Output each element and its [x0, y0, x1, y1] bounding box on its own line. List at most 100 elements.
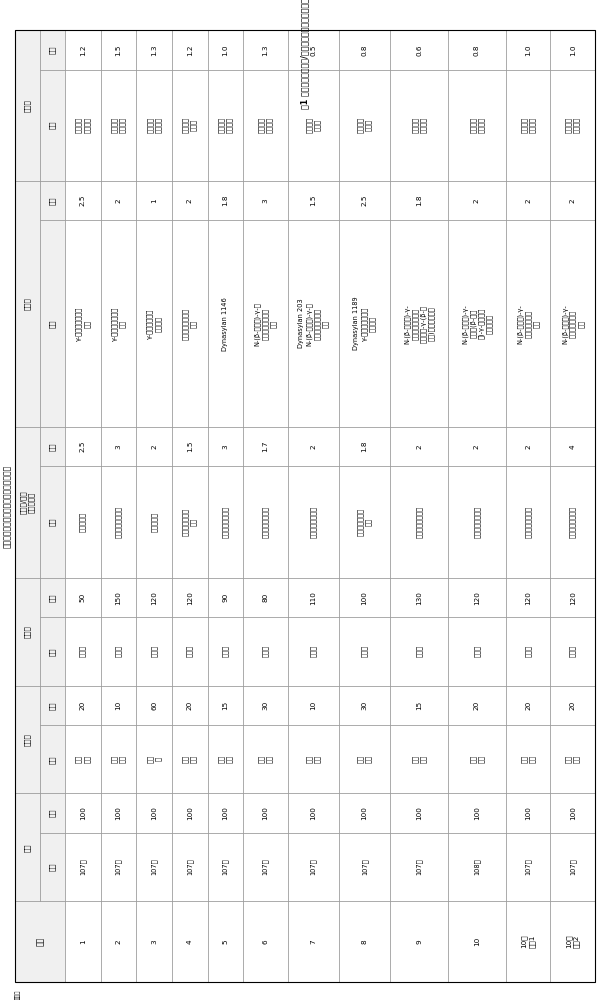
Text: 二丁基二
月桂酸锡: 二丁基二 月桂酸锡	[147, 117, 162, 133]
Text: 用量: 用量	[49, 809, 56, 817]
Text: 0.6: 0.6	[416, 44, 422, 56]
Text: 1.5: 1.5	[310, 195, 317, 206]
Text: 100: 100	[362, 806, 367, 820]
Bar	[390, 725, 448, 793]
Text: 90: 90	[222, 593, 228, 602]
Text: 110: 110	[310, 591, 317, 605]
Text: 种类: 种类	[49, 121, 56, 129]
Text: 甲基三甲氧基硅烷: 甲基三甲氧基硅烷	[115, 506, 122, 538]
Bar	[339, 220, 390, 427]
Text: 8: 8	[362, 939, 367, 944]
Text: 氢氧
化铝: 氢氧 化铝	[218, 755, 232, 763]
Bar	[448, 30, 506, 70]
Bar	[339, 427, 390, 466]
Bar	[101, 181, 136, 220]
Bar	[339, 901, 390, 982]
Bar	[339, 617, 390, 686]
Text: 种类: 种类	[49, 319, 56, 328]
Bar	[136, 578, 172, 617]
Bar	[172, 578, 207, 617]
Bar	[339, 725, 390, 793]
Text: 50: 50	[80, 593, 86, 602]
Bar	[339, 686, 390, 725]
Bar	[15, 793, 40, 901]
Text: 20: 20	[570, 701, 576, 710]
Text: 10: 10	[310, 701, 317, 710]
Text: 1: 1	[80, 939, 86, 944]
Text: 2: 2	[525, 444, 531, 449]
Text: 100: 100	[262, 806, 268, 820]
Bar	[172, 833, 207, 901]
Bar	[207, 793, 243, 833]
Text: 15: 15	[416, 701, 422, 710]
Text: 1.5: 1.5	[115, 44, 121, 56]
Text: 120: 120	[570, 591, 576, 605]
Bar	[243, 617, 288, 686]
Bar	[550, 220, 595, 427]
Bar	[243, 725, 288, 793]
Bar	[243, 833, 288, 901]
Bar	[40, 466, 65, 578]
Text: 甲基三乙氧基硅烷: 甲基三乙氧基硅烷	[416, 506, 422, 538]
Text: 补强剂: 补强剂	[24, 625, 31, 638]
Text: 1.0: 1.0	[525, 44, 531, 56]
Bar	[15, 901, 65, 982]
Bar	[101, 427, 136, 466]
Text: 碳酸钙: 碳酸钙	[569, 645, 576, 657]
Bar	[172, 220, 207, 427]
Text: 4: 4	[570, 444, 576, 449]
Bar	[136, 725, 172, 793]
Text: 用量: 用量	[49, 701, 56, 710]
Text: 1.8: 1.8	[222, 195, 228, 206]
Bar	[506, 617, 550, 686]
Bar	[448, 901, 506, 982]
Text: 107胶: 107胶	[187, 859, 193, 875]
Text: 100: 100	[187, 806, 193, 820]
Bar	[506, 30, 550, 70]
Bar	[448, 793, 506, 833]
Bar	[288, 686, 339, 725]
Bar	[390, 30, 448, 70]
Bar	[448, 220, 506, 427]
Bar	[339, 30, 390, 70]
Bar	[101, 725, 136, 793]
Text: 二丁基二
月桂酸锡: 二丁基二 月桂酸锡	[111, 117, 126, 133]
Bar	[15, 30, 40, 181]
Bar	[172, 617, 207, 686]
Text: 2.5: 2.5	[362, 195, 367, 206]
Bar	[550, 725, 595, 793]
Bar	[207, 70, 243, 181]
Text: Dynasylan 203
N-(β-氨乙基)-γ-氨
丙基甲基二甲氧基
硅烷: Dynasylan 203 N-(β-氨乙基)-γ-氨 丙基甲基二甲氧基 硅烷	[298, 299, 328, 348]
Bar	[207, 220, 243, 427]
Text: 2.5: 2.5	[80, 441, 86, 452]
Bar	[339, 578, 390, 617]
Text: 氢氧
化铝: 氢氧 化铝	[258, 755, 273, 763]
Bar	[288, 833, 339, 901]
Text: 2: 2	[115, 939, 121, 944]
Text: 用量: 用量	[49, 196, 56, 205]
Bar	[550, 686, 595, 725]
Text: 有机硅密封胶配方中各组分的组合及用量: 有机硅密封胶配方中各组分的组合及用量	[2, 464, 12, 548]
Text: 3: 3	[115, 444, 121, 449]
Bar	[40, 617, 65, 686]
Text: N-(β-氨乙基)-γ-氨
丙基甲基二甲氧基
硅烷: N-(β-氨乙基)-γ-氨 丙基甲基二甲氧基 硅烷	[254, 302, 277, 346]
Bar	[243, 686, 288, 725]
Bar	[101, 617, 136, 686]
Bar	[550, 901, 595, 982]
Bar	[448, 70, 506, 181]
Bar	[136, 220, 172, 427]
Text: 30: 30	[262, 701, 268, 710]
Text: 用量: 用量	[49, 593, 56, 602]
Bar	[390, 901, 448, 982]
Bar	[243, 181, 288, 220]
Text: 20: 20	[80, 701, 86, 710]
Text: 100: 100	[222, 806, 228, 820]
Bar	[40, 220, 65, 427]
Bar	[506, 181, 550, 220]
Text: 100: 100	[310, 806, 317, 820]
Text: 苯基三甲氧基硅烷: 苯基三甲氧基硅烷	[222, 506, 229, 538]
Text: 0.8: 0.8	[362, 44, 367, 56]
Bar	[448, 427, 506, 466]
Text: 120: 120	[474, 591, 480, 605]
Text: 107胶: 107胶	[115, 859, 122, 875]
